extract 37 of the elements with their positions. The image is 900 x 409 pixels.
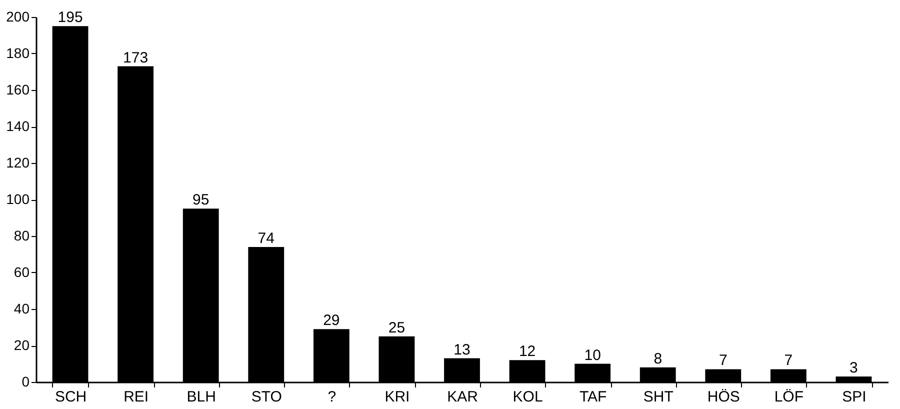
- x-tick-label: STO: [251, 388, 282, 406]
- x-tick-label: SCH: [54, 388, 87, 406]
- data-label: 7: [784, 352, 793, 370]
- x-tick-label: LÖF: [774, 388, 804, 406]
- data-label: 95: [192, 192, 210, 209]
- data-label: 10: [584, 346, 601, 364]
- x-tick-label: KRI: [384, 388, 410, 406]
- y-tick-label: 120: [6, 154, 30, 170]
- y-tick-label: 140: [6, 118, 30, 134]
- data-label: 173: [123, 49, 148, 66]
- data-label: 3: [850, 360, 858, 377]
- y-tick-label: 40: [14, 300, 30, 316]
- y-tick-label: 60: [14, 264, 30, 280]
- data-label: 195: [58, 9, 83, 26]
- x-tick-label: HÖS: [707, 388, 740, 406]
- data-label: 29: [323, 312, 340, 330]
- data-label: 7: [718, 352, 728, 370]
- data-label: 25: [388, 319, 406, 336]
- x-tick-label: KAR: [447, 388, 478, 406]
- x-tick-label: BLH: [186, 388, 216, 406]
- y-tick-label: 100: [6, 191, 30, 207]
- x-tick-label: SHT: [643, 388, 674, 406]
- x-tick-label: TAF: [579, 388, 607, 406]
- y-tick-label: 160: [6, 82, 30, 98]
- x-tick-label: ?: [328, 388, 336, 406]
- data-label: 74: [258, 230, 274, 247]
- data-label: 8: [654, 350, 662, 368]
- x-tick-label: SPI: [842, 388, 866, 406]
- y-tick-label: 0: [22, 374, 30, 390]
- y-tick-label: 180: [6, 45, 30, 61]
- y-tick-label: 200: [6, 8, 30, 24]
- data-label: 12: [518, 343, 536, 360]
- x-tick-label: REI: [124, 388, 149, 406]
- data-label: 13: [454, 341, 470, 358]
- y-tick-label: 20: [14, 337, 30, 353]
- x-tick-label: KOL: [512, 388, 543, 406]
- y-tick-label: 80: [14, 228, 30, 244]
